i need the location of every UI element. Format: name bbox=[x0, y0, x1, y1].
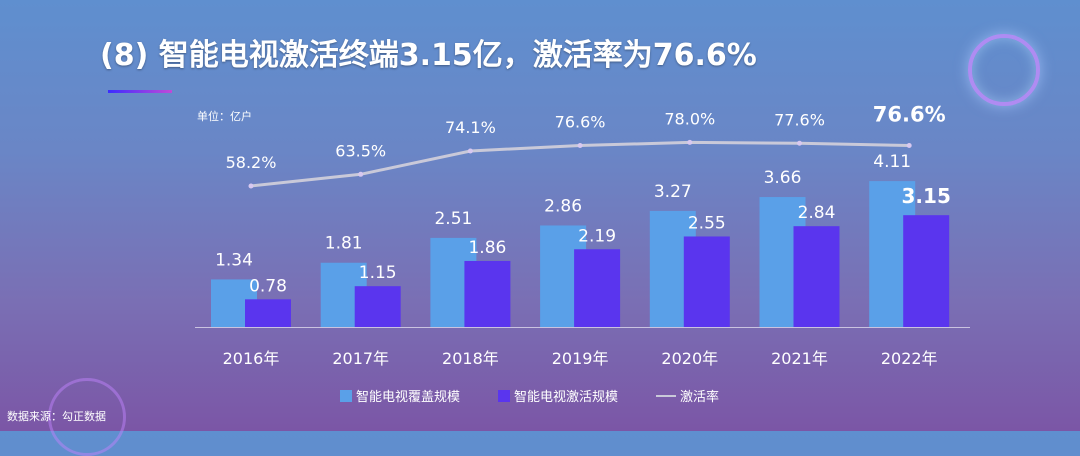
rate-point bbox=[906, 142, 912, 148]
legend-item-rate: 激活率 bbox=[656, 386, 719, 405]
rate-point bbox=[358, 171, 364, 177]
rate-label: 63.5% bbox=[335, 141, 386, 160]
data-label-coverage: 2.51 bbox=[434, 209, 472, 229]
rate-label: 76.6% bbox=[873, 102, 946, 126]
bar-activation bbox=[245, 299, 291, 327]
legend-label-rate: 激活率 bbox=[680, 390, 720, 405]
rate-point bbox=[248, 183, 254, 189]
data-label-activation: 2.19 bbox=[578, 226, 616, 246]
data-label-activation: 2.55 bbox=[688, 213, 726, 233]
data-label-activation: 1.15 bbox=[359, 263, 397, 283]
data-label-activation: 1.86 bbox=[468, 238, 506, 258]
page-title: (8) 智能电视激活终端3.15亿，激活率为76.6% bbox=[100, 38, 757, 73]
x-tick-label: 2021年 bbox=[771, 349, 828, 368]
legend-label-activation: 智能电视激活规模 bbox=[514, 390, 619, 405]
chart-legend: 智能电视覆盖规模 智能电视激活规模 激活率 bbox=[340, 386, 757, 405]
data-label-activation: 0.78 bbox=[249, 276, 287, 296]
bar-activation bbox=[903, 215, 950, 327]
legend-item-coverage: 智能电视覆盖规模 bbox=[340, 386, 460, 405]
data-label-coverage: 3.27 bbox=[654, 182, 692, 202]
rate-point bbox=[577, 142, 583, 148]
bar-activation bbox=[574, 249, 621, 327]
x-tick-label: 2017年 bbox=[332, 349, 389, 368]
data-label-activation: 3.15 bbox=[902, 184, 951, 208]
rate-point bbox=[687, 139, 693, 145]
legend-swatch-coverage bbox=[340, 389, 352, 402]
legend-swatch-activation bbox=[498, 389, 511, 402]
data-label-coverage: 3.66 bbox=[764, 168, 802, 188]
data-label-coverage: 4.11 bbox=[873, 152, 911, 172]
bar-activation bbox=[354, 286, 401, 327]
legend-item-activation: 智能电视激活规模 bbox=[498, 386, 618, 405]
rate-label: 74.1% bbox=[445, 118, 496, 137]
rate-label: 58.2% bbox=[226, 153, 277, 172]
data-label-coverage: 2.86 bbox=[544, 196, 582, 216]
data-label-activation: 2.84 bbox=[798, 203, 836, 223]
legend-label-coverage: 智能电视覆盖规模 bbox=[356, 390, 461, 405]
bar-line-chart: 1.34 0.78 1.81 1.15 2.51 1.86 2.86 2.19 3.27 2.55… bbox=[211, 102, 951, 368]
x-tick-label: 2016年 bbox=[223, 349, 280, 368]
data-label-coverage: 1.34 bbox=[215, 250, 253, 270]
unit-label: 单位：亿户 bbox=[197, 110, 252, 123]
rate-label: 76.6% bbox=[555, 112, 606, 131]
x-tick-label: 2020年 bbox=[661, 349, 718, 368]
legend-swatch-rate bbox=[656, 394, 677, 397]
rate-point bbox=[797, 140, 802, 146]
rate-label: 77.6% bbox=[774, 110, 825, 129]
x-tick-label: 2018年 bbox=[442, 349, 499, 368]
rate-label: 78.0% bbox=[664, 109, 715, 128]
bar-activation bbox=[793, 226, 840, 327]
bar-activation bbox=[683, 236, 730, 327]
data-label-coverage: 1.81 bbox=[325, 234, 363, 254]
title-underline bbox=[108, 90, 172, 93]
rate-point bbox=[467, 148, 473, 154]
bar-activation bbox=[464, 260, 511, 327]
decorative-ring-icon bbox=[968, 34, 1040, 106]
x-tick-label: 2019年 bbox=[552, 349, 609, 368]
data-source: 数据来源：勾正数据 bbox=[7, 410, 106, 423]
x-tick-label: 2022年 bbox=[881, 349, 938, 368]
